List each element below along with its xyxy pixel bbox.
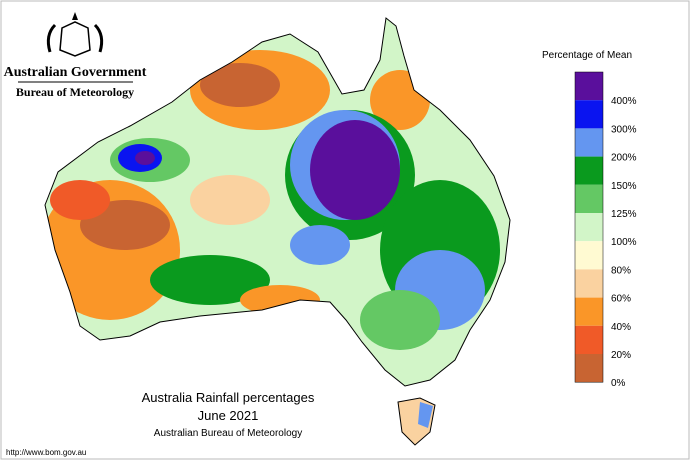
legend-swatch (575, 213, 603, 242)
legend-label: 300% (611, 124, 637, 135)
legend-swatch (575, 100, 603, 129)
legend-label: 400% (611, 96, 637, 107)
legend-swatch (575, 128, 603, 157)
legend: 400% 300% 200% 150% 125% 100% 80% 60% 40% 20% 0% (574, 71, 637, 389)
legend-label: 200% (611, 153, 637, 164)
legend-swatch (575, 354, 603, 383)
source: Australian Bureau of Meteorology (154, 428, 302, 439)
legend-swatch (575, 297, 603, 326)
legend-label: 20% (611, 350, 631, 361)
legend-label: 100% (611, 237, 637, 248)
legend-swatch (575, 184, 603, 213)
legend-label: 60% (611, 294, 631, 305)
legend-swatch (575, 325, 603, 354)
legend-swatch (575, 241, 603, 270)
legend-label: 150% (611, 181, 637, 192)
subtitle: June 2021 (198, 408, 259, 423)
bureau: Bureau of Meteorology (16, 85, 134, 99)
legend-swatch (575, 72, 603, 101)
legend-swatch (575, 156, 603, 185)
url: http://www.bom.gov.au (6, 448, 86, 457)
legend-label: 125% (611, 209, 637, 220)
legend-border (574, 71, 604, 383)
emblem (46, 12, 104, 57)
legend-swatch (575, 269, 603, 298)
legend-label: 40% (611, 322, 631, 333)
legend-label: 80% (611, 265, 631, 276)
legend-label: 0% (611, 378, 626, 389)
agency: Australian Government (4, 65, 147, 80)
tasmania-region (418, 402, 433, 428)
title: Australia Rainfall percentages (142, 390, 315, 405)
legend-title: Percentage of Mean (542, 50, 632, 61)
coastline (44, 17, 511, 387)
